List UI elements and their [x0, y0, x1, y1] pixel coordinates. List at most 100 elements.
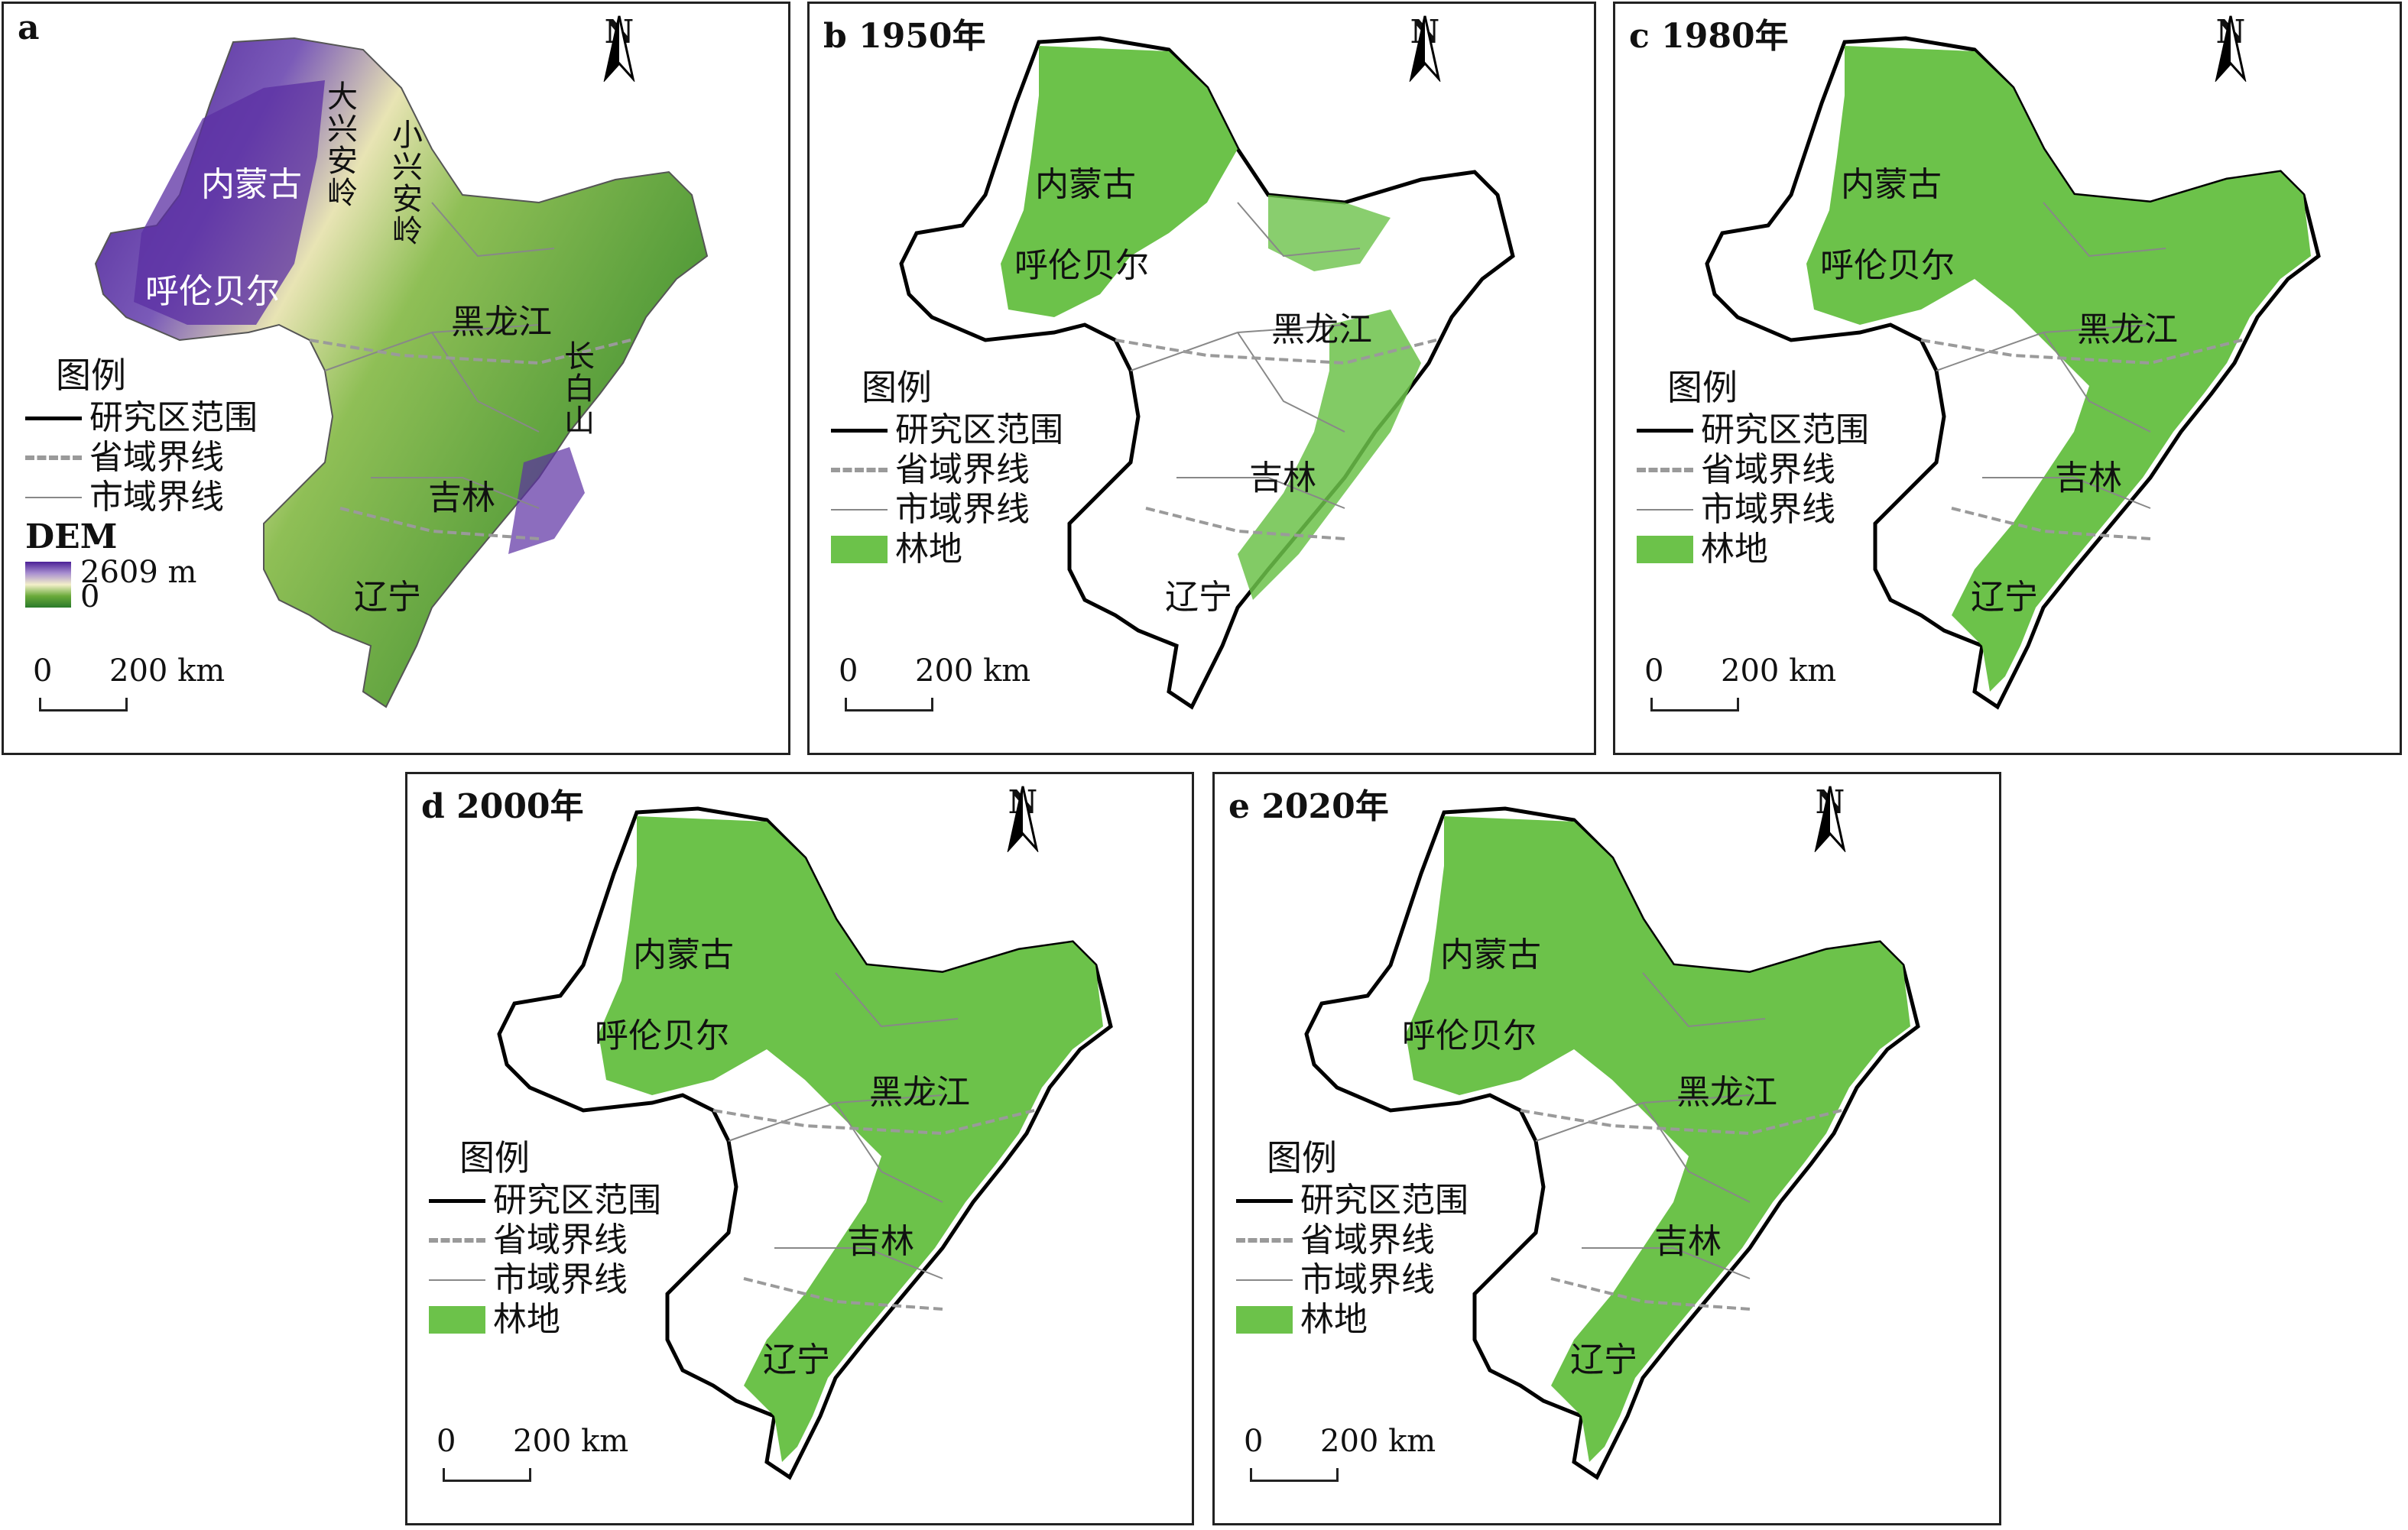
- legend-item-city: 市域界线: [429, 1260, 661, 1300]
- dem-max: 2609 m: [80, 555, 197, 590]
- north-arrow-icon: [1814, 786, 1846, 852]
- scale-zero: 0: [1644, 653, 1664, 689]
- scale-distance: 200 km: [1320, 1424, 1436, 1459]
- label-nmg: 内蒙古: [633, 935, 734, 974]
- legend-label: 省域界线: [895, 450, 1030, 489]
- study-area-symbol: [25, 416, 82, 420]
- legend-item-province: 省域界线: [25, 438, 258, 478]
- legend-item-province: 省域界线: [1236, 1220, 1468, 1260]
- province-symbol: [831, 468, 888, 472]
- map-canvas-c: [1705, 36, 2321, 710]
- legend-title: 图例: [1267, 1137, 1337, 1178]
- study-area-symbol: [1637, 428, 1693, 433]
- scale-bar-line: [845, 698, 933, 712]
- north-arrow: N: [1402, 13, 1448, 82]
- label-ln: 辽宁: [1165, 578, 1232, 617]
- legend-label: 林地: [493, 1300, 560, 1339]
- legend-item-study-area: 研究区范围: [1637, 410, 1869, 450]
- label-hlj: 黑龙江: [1676, 1073, 1777, 1112]
- label-nmg: 内蒙古: [1841, 165, 1942, 204]
- province-symbol: [429, 1238, 485, 1243]
- province-boundaries: [309, 339, 631, 540]
- scale-distance: 200 km: [109, 653, 226, 689]
- city-symbol: [25, 497, 82, 498]
- legend-label: 研究区范围: [493, 1181, 661, 1220]
- legend-label: 省域界线: [1300, 1220, 1435, 1259]
- forest-swatch: [1637, 536, 1693, 563]
- label-xxal: 小兴安岭: [387, 118, 422, 247]
- label-hlbe: 呼伦贝尔: [1820, 246, 1955, 285]
- label-ln: 辽宁: [763, 1340, 830, 1379]
- legend-title: 图例: [459, 1137, 530, 1178]
- city-symbol: [1236, 1279, 1293, 1281]
- legend-item-city: 市域界线: [831, 490, 1063, 530]
- scale-zero: 0: [839, 653, 858, 689]
- forest-swatch: [831, 536, 888, 563]
- legend-dem-title: DEM: [25, 517, 118, 556]
- legend-item-city: 市域界线: [1637, 490, 1869, 530]
- label-ln: 辽宁: [1570, 1340, 1637, 1379]
- study-area-symbol: [1236, 1198, 1293, 1203]
- label-cbs: 长白山: [559, 340, 594, 436]
- study-area-symbol: [831, 428, 888, 433]
- city-symbol: [429, 1279, 485, 1281]
- scale-bar-line: [39, 698, 128, 712]
- legend: 图例 研究区范围 省域界线 市域界线 林地: [831, 368, 1063, 569]
- scale-distance: 200 km: [513, 1424, 629, 1459]
- scale-bar: 0 200 km: [1244, 1424, 1449, 1493]
- province-boundaries: [712, 1109, 1035, 1311]
- map-canvas-a: [94, 37, 709, 708]
- legend-item-forest: 林地: [1236, 1300, 1468, 1340]
- map-canvas-d: [497, 806, 1113, 1480]
- province-symbol: [25, 455, 82, 460]
- legend-item-study-area: 研究区范围: [1236, 1181, 1468, 1220]
- city-boundaries: [1535, 972, 1766, 1279]
- north-arrow: N: [1807, 783, 1853, 852]
- forest-swatch: [1236, 1306, 1293, 1334]
- panel-title: c 1980年: [1629, 17, 1789, 56]
- legend-item-study-area: 研究区范围: [429, 1181, 661, 1220]
- legend-item-city: 市域界线: [25, 478, 258, 517]
- city-boundaries: [1130, 202, 1361, 509]
- scale-bar-line: [1250, 1468, 1339, 1482]
- dem-min: 0: [80, 579, 100, 614]
- legend-label: 市域界线: [1701, 490, 1835, 529]
- city-boundaries: [324, 202, 555, 509]
- legend: 图例 研究区范围 省域界线 市域界线 林地: [1236, 1138, 1468, 1340]
- label-jl: 吉林: [428, 478, 495, 517]
- map-panel-a: a N 内蒙古 呼伦贝尔 黑龙江 吉林 辽宁 大兴安岭 小兴安岭 长白山 图例 …: [2, 2, 790, 755]
- legend-item-province: 省域界线: [1637, 450, 1869, 490]
- legend-item-forest: 林地: [831, 530, 1063, 569]
- forest-area: [1806, 46, 2311, 692]
- legend-label: 研究区范围: [895, 410, 1063, 449]
- panel-title: a: [18, 8, 40, 47]
- legend-label: 省域界线: [89, 438, 224, 477]
- forest-area: [1001, 46, 1238, 317]
- study-area-symbol: [429, 1198, 485, 1203]
- panel-title: b 1950年: [823, 17, 986, 56]
- label-dxal: 大兴安岭: [322, 80, 357, 209]
- legend: 图例 研究区范围 省域界线 市域界线 林地: [1637, 368, 1869, 569]
- legend-label: 省域界线: [493, 1220, 628, 1259]
- scale-zero: 0: [1244, 1424, 1264, 1459]
- forest-area: [599, 816, 1103, 1462]
- legend-item-forest: 林地: [1637, 530, 1869, 569]
- label-jl: 吉林: [1654, 1222, 1722, 1261]
- legend-item-province: 省域界线: [429, 1220, 661, 1260]
- label-nmg: 内蒙古: [1035, 165, 1136, 204]
- scale-bar: 0 200 km: [33, 653, 238, 722]
- forest-area: [1406, 816, 1910, 1462]
- scale-bar: 0 200 km: [436, 1424, 641, 1493]
- province-boundaries: [1115, 339, 1437, 540]
- label-jl: 吉林: [847, 1222, 914, 1261]
- north-arrow-icon: [603, 15, 635, 82]
- city-symbol: [831, 509, 888, 511]
- north-arrow: N: [1000, 783, 1046, 852]
- legend-label: 林地: [1300, 1300, 1368, 1339]
- legend-title: 图例: [56, 355, 126, 396]
- legend-item-study-area: 研究区范围: [25, 398, 258, 438]
- map-panel-e: e 2020年 N 内蒙古 呼伦贝尔 黑龙江 吉林 辽宁 图例 研究区范围 省域…: [1212, 772, 2001, 1525]
- map-panel-d: d 2000年 N 内蒙古 呼伦贝尔 黑龙江 吉林 辽宁 图例 研究区范围 省域…: [405, 772, 1194, 1525]
- legend-label: 省域界线: [1701, 450, 1835, 489]
